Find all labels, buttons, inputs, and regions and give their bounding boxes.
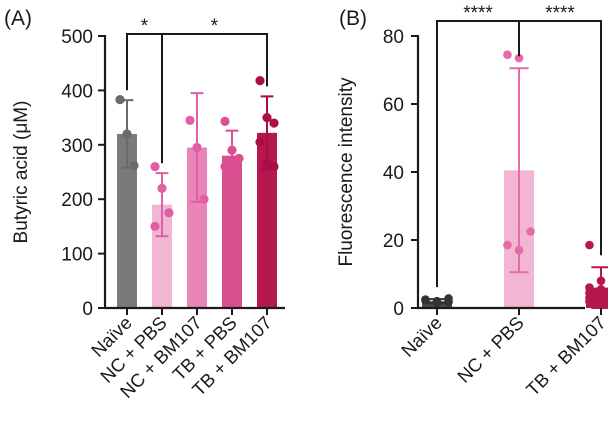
- point-1-3: [129, 160, 139, 171]
- y-tick-label-60: 60: [383, 95, 404, 116]
- point-5-2: [262, 113, 272, 123]
- y-tick-label-400: 400: [61, 81, 93, 102]
- point-5-6: [269, 161, 279, 172]
- point-3-3: [199, 194, 209, 204]
- bar-5: [257, 132, 277, 308]
- y-ticks: 0 20 40 60 80: [383, 27, 418, 320]
- data-points: [115, 76, 279, 231]
- point-1-5: [432, 298, 442, 308]
- bar-series: [422, 170, 608, 308]
- significance-label-2: ****: [545, 3, 575, 24]
- point-4-1: [220, 116, 230, 127]
- y-tick-label-200: 200: [61, 190, 93, 211]
- bar-3: [187, 147, 207, 308]
- point-2-1: [150, 161, 160, 172]
- panel-a: (A) Butyric acid (μM) 0 100 200 300 400 500 N…: [4, 7, 285, 402]
- category-label-2: NC + PBS: [453, 312, 528, 387]
- point-2-4: [503, 240, 512, 250]
- significance-label-1: *: [141, 16, 149, 37]
- point-1-6: [444, 294, 453, 303]
- panel-b: (B) Fluorescence intensity 0 20 40 60 80 Naï…: [336, 3, 608, 400]
- y-axis-title: Butyric acid (μM): [11, 101, 32, 244]
- y-tick-label-0: 0: [393, 299, 404, 320]
- point-3-1: [185, 115, 195, 125]
- axes: [416, 35, 585, 310]
- category-label-3: TB + BM107: [522, 312, 608, 400]
- point-3-2: [192, 142, 202, 153]
- y-tick-label-80: 80: [383, 27, 404, 48]
- significance-bracket-2: [161, 33, 268, 164]
- point-2-4: [150, 221, 160, 231]
- point-1-2: [122, 129, 132, 139]
- y-tick-label-20: 20: [383, 231, 404, 252]
- bar-1: [117, 133, 137, 308]
- point-2-5: [514, 245, 524, 255]
- point-3-13: [585, 296, 594, 306]
- y-tick-label-100: 100: [61, 245, 93, 266]
- y-tick-label-300: 300: [61, 136, 93, 157]
- point-3-1: [585, 240, 594, 250]
- point-5-5: [262, 159, 272, 169]
- y-tick-label-0: 0: [82, 299, 93, 320]
- significance-label-2: *: [211, 16, 219, 37]
- point-2-2: [514, 53, 524, 63]
- y-axis-title: Fluorescence intensity: [336, 77, 357, 267]
- y-tick-label-40: 40: [383, 163, 404, 184]
- panel-label: (A): [4, 7, 32, 30]
- data-points: [421, 50, 606, 308]
- axes: [103, 35, 285, 310]
- significance-bracket-2: [518, 20, 602, 256]
- point-1-1: [115, 95, 125, 105]
- point-5-4: [255, 137, 265, 147]
- bar-4: [222, 155, 242, 308]
- point-2-3: [164, 208, 174, 218]
- point-4-3: [234, 153, 244, 163]
- significance-brackets: **** ****: [436, 3, 602, 288]
- point-3-11: [596, 294, 606, 303]
- point-2-1: [503, 50, 512, 59]
- y-ticks: 0 100 200 300 400 500: [61, 27, 105, 320]
- point-1-4: [421, 296, 430, 305]
- point-5-1: [255, 76, 265, 86]
- point-4-4: [220, 161, 230, 172]
- y-tick-label-500: 500: [61, 27, 93, 48]
- significance-brackets: * *: [126, 16, 268, 164]
- panel-label: (B): [339, 7, 367, 30]
- category-label-1: Naïve: [397, 312, 446, 361]
- point-3-2: [596, 276, 606, 286]
- point-2-3: [526, 227, 535, 236]
- point-4-5: [227, 161, 237, 172]
- significance-label-1: ****: [463, 3, 493, 24]
- point-2-2: [157, 183, 167, 193]
- point-4-2: [227, 145, 237, 155]
- point-5-3: [269, 118, 279, 128]
